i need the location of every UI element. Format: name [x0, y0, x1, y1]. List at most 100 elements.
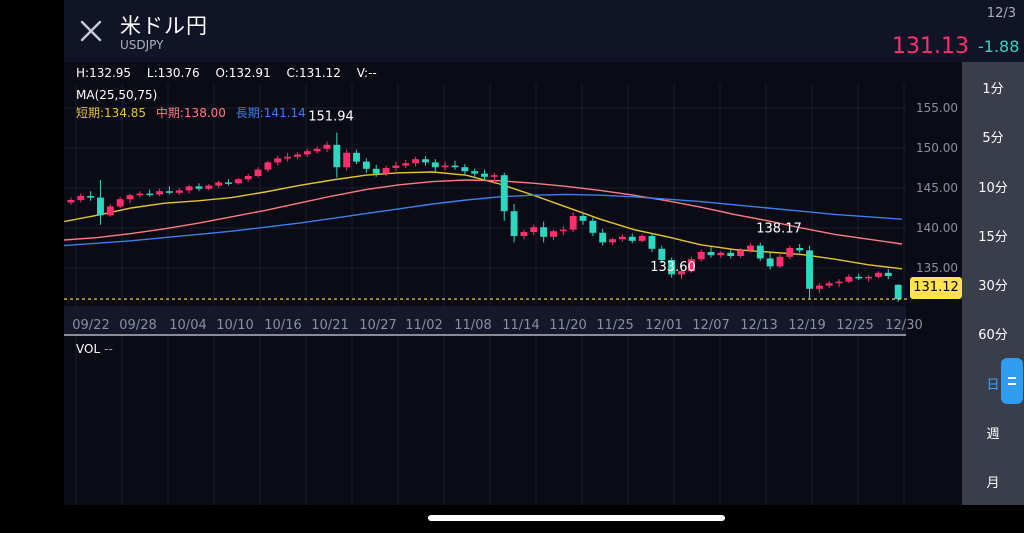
timeframe-item-9[interactable]: 月 [986, 476, 1000, 491]
ma-line-2 [64, 179, 903, 245]
ma-mid-value: 中期:138.00 [155, 106, 226, 120]
candle-body [402, 163, 410, 166]
candle-body [490, 175, 498, 177]
candle-body [875, 272, 882, 277]
candle-body [746, 245, 754, 251]
candle-body [451, 165, 459, 168]
candle-body [687, 259, 695, 272]
x-tick-label: 10/16 [264, 318, 301, 333]
x-tick-label: 09/28 [119, 318, 156, 333]
price-change: -1.88 [978, 37, 1020, 56]
ohlc-close: C:131.12 [286, 66, 341, 80]
timeframe-item-2[interactable]: 5分 [982, 131, 1004, 146]
ma-short-value: 短期:134.85 [76, 106, 147, 120]
candle-body [806, 250, 813, 289]
candle-body [825, 283, 833, 286]
candle-body [835, 281, 843, 284]
ma-line-3 [64, 193, 903, 247]
candle-body [333, 144, 341, 168]
price-annotation-1: 151.94 [308, 109, 354, 124]
timeframe-slider-handle[interactable] [1001, 358, 1023, 404]
timeframe-panel [962, 62, 1024, 505]
candle-body [884, 272, 892, 276]
timeframe-item-4[interactable]: 15分 [978, 230, 1008, 245]
candle-body [136, 193, 144, 196]
timeframe-item-8[interactable]: 週 [986, 427, 1000, 442]
candle-body [254, 169, 262, 176]
candle-body [362, 161, 370, 169]
candle-body [648, 236, 656, 249]
candle-body [441, 165, 449, 168]
candle-body [727, 252, 735, 256]
candle-body [126, 195, 134, 200]
ohlc-high: H:132.95 [76, 66, 132, 80]
current-price-tag: 131.12 [910, 277, 962, 299]
header-bar [64, 0, 1024, 62]
pair-code: USDJPY [120, 38, 164, 52]
ma-long-value: 長期:141.14 [235, 106, 306, 120]
timeframe-item-7[interactable]: 日 [986, 378, 1000, 393]
x-tick-label: 12/19 [788, 318, 825, 333]
timeframe-item-3[interactable]: 10分 [978, 181, 1008, 196]
candle-body [156, 191, 164, 195]
timeframe-item-1[interactable]: 1分 [982, 82, 1004, 97]
x-tick-label: 10/21 [311, 318, 348, 333]
x-tick-label: 10/10 [216, 318, 253, 333]
volume-label: VOL -- [76, 342, 113, 356]
candle-body [372, 168, 380, 174]
candle-body [185, 186, 193, 191]
ma-values: 短期:134.85 中期:138.00 長期:141.14 [76, 104, 312, 121]
close-icon[interactable] [78, 18, 104, 44]
candle-body [284, 156, 292, 159]
candle-body [225, 182, 232, 184]
candle-body [481, 173, 488, 177]
current-price: 131.13 [892, 34, 969, 59]
x-tick-label: 10/27 [359, 318, 396, 333]
candle-body [293, 154, 301, 157]
candle-body [845, 276, 853, 282]
y-tick-label: 145.00 [916, 181, 958, 195]
candle-body [165, 191, 173, 193]
candle-body [559, 229, 567, 232]
x-tick-label: 12/25 [836, 318, 873, 333]
candle-body [707, 252, 715, 256]
candle-body [530, 227, 538, 232]
ma-title: MA(25,50,75) [76, 88, 158, 102]
candle-body [510, 211, 518, 236]
volume-label-text: VOL [76, 342, 101, 356]
candle-body [205, 185, 213, 189]
price-annotation-2: 133.60 [650, 260, 696, 275]
candle-body [737, 250, 745, 256]
candlestick-chart[interactable]: 155.00 150.00 145.00 140.00 135.00 09/22 09/28… [64, 62, 962, 505]
candle-body [658, 248, 666, 260]
candle-body [796, 248, 804, 251]
candle-body [244, 176, 252, 180]
candle-body [855, 276, 863, 279]
candle-body [599, 232, 607, 243]
timeframe-item-5[interactable]: 30分 [978, 279, 1008, 294]
candle-body [353, 152, 360, 162]
candle-body [87, 196, 95, 198]
candle-body [382, 168, 390, 174]
candle-body [303, 151, 311, 155]
candle-body [638, 236, 646, 241]
candle-body [412, 159, 420, 164]
date-label: 12/3 [986, 6, 1016, 21]
candle-body [776, 256, 784, 267]
candle-body [628, 236, 636, 241]
candle-body [195, 186, 203, 189]
chart-area[interactable]: 155.00 150.00 145.00 140.00 135.00 09/22 09/28… [64, 62, 962, 505]
y-tick-label: 140.00 [916, 221, 958, 235]
volume-dash: -- [104, 342, 113, 356]
candle-body [766, 258, 774, 267]
x-tick-label: 11/08 [454, 318, 491, 333]
candle-body [97, 197, 104, 216]
candle-body [461, 167, 469, 172]
timeframe-item-6[interactable]: 60分 [978, 328, 1008, 343]
candle-body [67, 200, 75, 203]
x-tick-label: 12/01 [645, 318, 682, 333]
candle-body [815, 285, 823, 289]
x-tick-label: 11/14 [502, 318, 539, 333]
candle-body [786, 248, 794, 257]
